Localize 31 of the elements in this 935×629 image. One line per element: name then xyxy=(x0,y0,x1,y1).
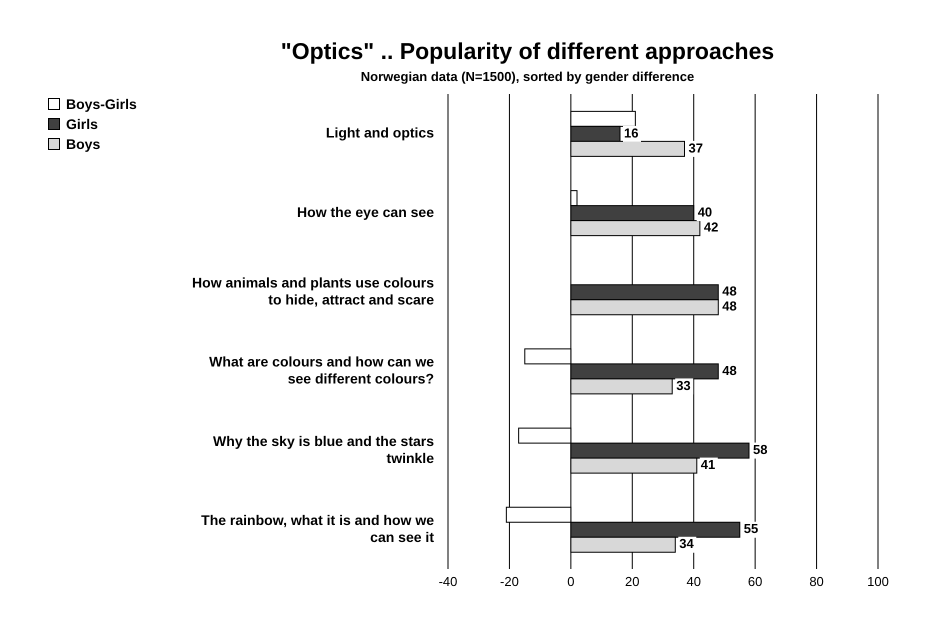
data-label: 42 xyxy=(704,220,718,235)
data-label: 40 xyxy=(698,204,712,220)
data-label: 37 xyxy=(688,140,703,156)
x-tick-label: 100 xyxy=(867,574,889,590)
data-label: 34 xyxy=(679,536,695,552)
chart-title: "Optics" .. Popularity of different approaches xyxy=(280,38,776,65)
x-tick-label: -20 xyxy=(500,574,519,590)
y-tick-label: How the eye can see xyxy=(297,203,434,220)
data-label: 48 xyxy=(722,298,737,314)
data-label: 16 xyxy=(624,125,638,140)
y-tick-label: What are colours and how can we see different colours? xyxy=(209,353,434,386)
data-label: 33 xyxy=(676,378,691,393)
data-label: 55 xyxy=(744,521,758,536)
x-tick-label: 0 xyxy=(567,574,574,590)
x-tick-label: 20 xyxy=(625,574,640,590)
data-label: 48 xyxy=(722,362,737,378)
data-label: 41 xyxy=(700,457,716,472)
y-tick-label: The rainbow, what it is and how we can see it xyxy=(201,512,434,545)
y-tick-label: Why the sky is blue and the stars twinkle xyxy=(213,432,434,466)
y-tick-label: How animals and plants use colours to hide, attract and scare xyxy=(192,274,434,308)
x-tick-label: -40 xyxy=(438,574,458,590)
legend-label: Boys xyxy=(66,135,100,154)
x-tick-label: 80 xyxy=(809,574,824,590)
x-tick-label: 40 xyxy=(686,574,701,590)
data-label: 58 xyxy=(753,442,768,458)
legend-label: Boys-Girls xyxy=(66,95,137,114)
chart-subtitle: Norwegian data (N=1500), sorted by gender difference xyxy=(360,69,696,84)
legend-label: Girls xyxy=(66,115,98,134)
data-label: 48 xyxy=(722,284,737,299)
y-tick-label: Light and optics xyxy=(326,124,434,140)
x-tick-label: 60 xyxy=(748,574,762,590)
